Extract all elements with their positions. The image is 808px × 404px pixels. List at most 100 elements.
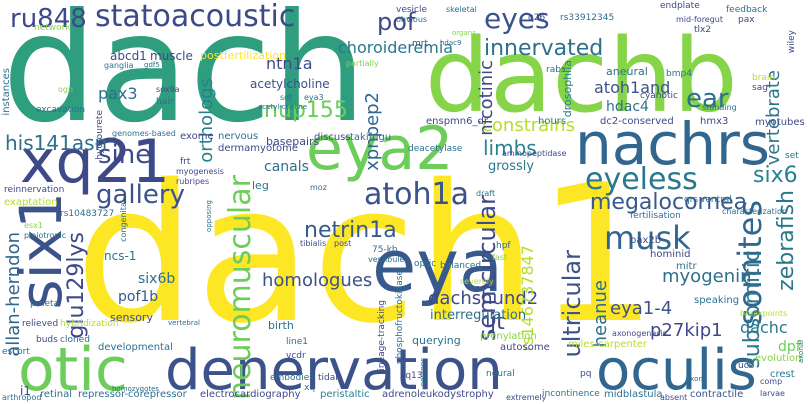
- word-hybridization: hybridization: [60, 319, 119, 329]
- word-prenylation: prenylation: [480, 331, 537, 342]
- word-tlx2: tlx2: [694, 25, 712, 35]
- word-pax: pax: [738, 15, 755, 25]
- word-miles-carpenter: miles-carpenter: [568, 339, 648, 350]
- word-phosphofructokinase: phosphofructokinase: [395, 270, 405, 365]
- word-limbs: limbs: [483, 136, 537, 160]
- word-draft: draft: [476, 189, 496, 198]
- word-choroideremia: choroideremia: [338, 38, 454, 57]
- word-dachb: dachb: [425, 17, 738, 136]
- word-aneural: aneural: [606, 65, 648, 78]
- word-buds: buds: [36, 335, 58, 345]
- word-moz: moz: [310, 183, 327, 192]
- word-eya2: eya2: [306, 114, 454, 184]
- word-ogn: ogn: [58, 85, 74, 94]
- word-dach: dach: [2, 0, 367, 156]
- word-hominid: hominid: [650, 249, 691, 260]
- word-deacetylase: deacetylase: [408, 144, 463, 154]
- word-obvious: obvious: [396, 15, 428, 24]
- word-hpf: hpf: [496, 241, 511, 251]
- word-interregulation: interregulation: [430, 308, 527, 323]
- word-takifugu: takifugu: [350, 132, 392, 143]
- word-frt: frt: [180, 157, 191, 167]
- word-congenital: congenital: [119, 200, 128, 242]
- word-nervous: nervous: [218, 131, 259, 142]
- word-set: set: [785, 151, 799, 161]
- word-dachc: dachc: [740, 318, 788, 337]
- word-extremely: extremely: [506, 393, 547, 402]
- word-ntn1a: ntn1a: [266, 54, 313, 73]
- word-crest: crest: [770, 369, 795, 380]
- word-relieved: relieved: [22, 319, 59, 329]
- word-ncs-1: ncs-1: [104, 249, 137, 263]
- word-denervation: denervation: [165, 338, 503, 403]
- word-querying: querying: [412, 334, 461, 347]
- word-myogenin: myogenin: [662, 266, 752, 287]
- word-heanue: heanue: [590, 280, 611, 348]
- word-ucb: ucb: [738, 361, 755, 371]
- word-skeletal: skeletal: [446, 5, 477, 14]
- word-ventral: ventral: [700, 195, 732, 205]
- word-escort: escort: [2, 347, 30, 357]
- word-atoh1a: atoh1a: [364, 177, 469, 212]
- word-reinnervation: reinnervation: [4, 185, 65, 195]
- word-exome: exome: [180, 131, 214, 142]
- word-bmp4: bmp4: [666, 69, 692, 79]
- word-otic: otic: [18, 335, 128, 404]
- word-myogenesis: myogenesis: [176, 167, 224, 176]
- word-breakpoints: breakpoints: [740, 309, 788, 318]
- word-instances: instances: [1, 68, 12, 116]
- word-rs33912345: rs33912345: [560, 13, 615, 23]
- word-vestibule: vestibule: [368, 255, 405, 264]
- word-eya: eya: [372, 224, 504, 308]
- word-partially: partially: [346, 59, 379, 68]
- word-vertebral: vertebral: [168, 319, 200, 327]
- word-jt: jt: [490, 310, 505, 335]
- word-sensory: sensory: [110, 311, 153, 324]
- word-eyeless: eyeless: [585, 162, 698, 197]
- word-pof1b: pof1b: [118, 289, 159, 305]
- word-sine: sine: [98, 140, 152, 170]
- word-wiley: wiley: [787, 30, 797, 54]
- word-contractile: contractile: [690, 389, 744, 400]
- word-dpf: dpf: [778, 339, 801, 355]
- word-speaking: speaking: [694, 295, 740, 306]
- word-pq: pq: [580, 369, 592, 379]
- word-rubripes: rubripes: [176, 177, 210, 186]
- word-optic: optic: [414, 259, 437, 269]
- word-enspmn6_dr: enspmn6_dr: [426, 116, 488, 127]
- word-endplate: endplate: [660, 1, 700, 11]
- word-innervated: innervated: [484, 36, 604, 61]
- word-orthologs: orthologs: [196, 78, 217, 163]
- word-excavation: excavation: [36, 105, 86, 115]
- word-birth: birth: [268, 319, 294, 332]
- word-mid-foregut: mid-foregut: [676, 15, 724, 24]
- word-peristaltic: peristaltic: [320, 389, 370, 400]
- word-acetyl-choline: acetyl-choline: [258, 103, 308, 111]
- word-incontinence: incontinence: [542, 389, 600, 399]
- word-characterization: characterization: [722, 207, 787, 216]
- word-nup155: nup155: [264, 98, 348, 123]
- word-p27kip1: p27kip1: [650, 320, 723, 341]
- word-neurons: neurons: [419, 358, 427, 387]
- word-six6: six6: [753, 163, 798, 188]
- word-fertilisation: fertilisation: [630, 211, 681, 221]
- word-gallery: gallery: [96, 180, 185, 210]
- word-vcdr: vcdr: [286, 351, 306, 361]
- word-comp: comp: [760, 377, 783, 386]
- word-75-kb: 75-kb: [372, 245, 398, 255]
- word-electrocardiography: electrocardiography: [200, 389, 301, 400]
- word-organs: organs: [452, 29, 476, 37]
- word-fast: fast: [492, 253, 508, 262]
- word-embodies: embodies: [270, 373, 314, 383]
- word-feedback: feedback: [726, 5, 768, 15]
- word-statoacoustic: statoacoustic: [95, 0, 296, 34]
- word-allan-herndon: allan-herndon: [3, 232, 24, 357]
- word-genomes-based: genomes-based: [112, 129, 176, 138]
- word-adrenoleukodystrophy: adrenoleukodystrophy: [382, 389, 494, 400]
- word-exon3: exon3: [686, 375, 708, 383]
- word-xq21: xq21: [20, 127, 170, 197]
- word-homologues: homologues: [262, 270, 373, 291]
- word-six6b: six6b: [138, 271, 176, 287]
- word-ru848: ru848: [10, 4, 87, 34]
